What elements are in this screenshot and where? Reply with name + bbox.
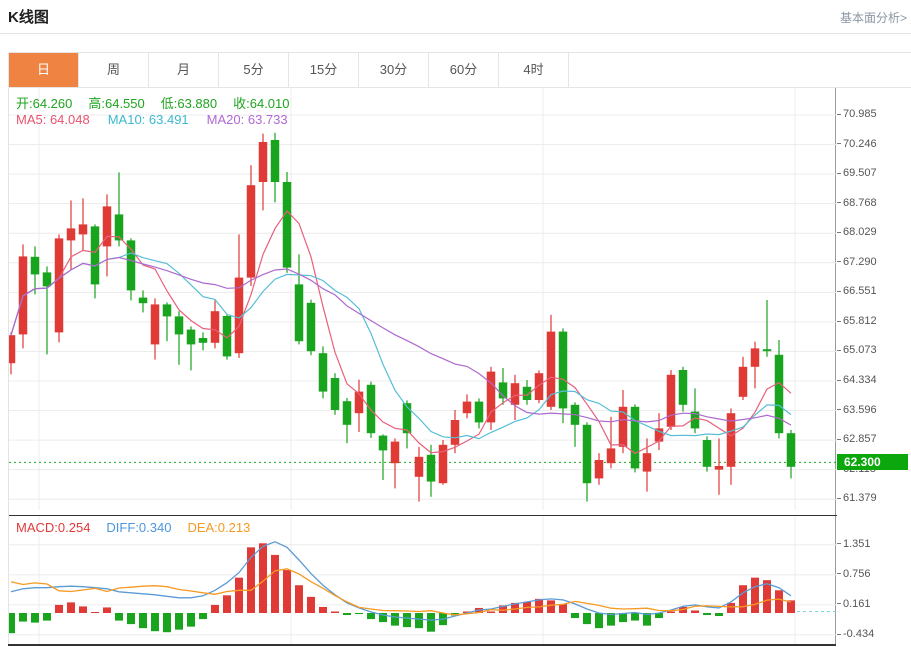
pane-separator — [9, 515, 837, 516]
tab-15min[interactable]: 15分 — [289, 53, 359, 87]
chart-bottom-border — [8, 644, 836, 646]
ma-info-row: MA5: 64.048 MA10: 63.491 MA20: 63.733 — [16, 112, 306, 127]
macd-item-2: DEA:0.213 — [187, 520, 251, 535]
macd-chart[interactable] — [9, 516, 837, 645]
price-tick-label: 67.290 — [837, 256, 877, 268]
price-tick-label: 70.246 — [837, 138, 877, 150]
macd-item-1: DIFF:0.340 — [106, 520, 172, 535]
macd-tick-label: 0.161 — [837, 598, 871, 610]
ma-item-2: MA20: 63.733 — [206, 112, 288, 127]
price-tick-label: 68.768 — [837, 197, 877, 209]
tab-30min[interactable]: 30分 — [359, 53, 429, 87]
price-tick-label: 63.596 — [837, 404, 877, 416]
ma-item-0: MA5: 64.048 — [16, 112, 90, 127]
price-tick-label: 62.857 — [837, 433, 877, 445]
ma-item-1: MA10: 63.491 — [107, 112, 189, 127]
tab-day[interactable]: 日 — [9, 53, 79, 87]
page-title: K线图 — [8, 9, 49, 26]
macd-item-0: MACD:0.254 — [16, 520, 91, 535]
current-price-badge: 62.300 — [837, 454, 908, 471]
price-tick-label: 70.985 — [837, 108, 877, 120]
candlestick-chart[interactable] — [9, 88, 837, 510]
period-tabbar: 日周月 5分 15分 30分 60分 4时 — [8, 52, 911, 88]
chart-frame — [8, 88, 837, 645]
macd-tick-label: 1.351 — [837, 538, 871, 550]
price-tick-label: 69.507 — [837, 167, 877, 179]
tab-month[interactable]: 月 — [149, 53, 219, 87]
fundamental-analysis-link[interactable]: 基本面分析> — [839, 11, 907, 25]
macd-tick-label: 0.756 — [837, 568, 871, 580]
title-divider — [0, 33, 911, 34]
ohlc-item-1: 高:64.550 — [88, 96, 145, 111]
macd-info-row: MACD:0.254 DIFF:0.340 DEA:0.213 — [16, 520, 266, 535]
tab-week[interactable]: 周 — [79, 53, 149, 87]
price-tick-label: 65.812 — [837, 315, 877, 327]
ohlc-info-row: 开:64.260 高:64.550 低:63.880 收:64.010 — [16, 93, 306, 112]
tab-5min[interactable]: 5分 — [219, 53, 289, 87]
macd-tick-label: -0.434 — [837, 628, 874, 640]
price-tick-label: 66.551 — [837, 285, 877, 297]
ohlc-item-2: 低:63.880 — [160, 96, 218, 111]
price-tick-label: 61.379 — [837, 492, 877, 504]
tab-60min[interactable]: 60分 — [429, 53, 499, 87]
tab-4hour[interactable]: 4时 — [499, 53, 569, 87]
price-tick-label: 65.073 — [837, 344, 877, 356]
price-tick-label: 68.029 — [837, 226, 877, 238]
ohlc-item-3: 收:64.010 — [233, 96, 290, 111]
ohlc-item-0: 开:64.260 — [16, 96, 73, 111]
price-tick-label: 64.334 — [837, 374, 877, 386]
